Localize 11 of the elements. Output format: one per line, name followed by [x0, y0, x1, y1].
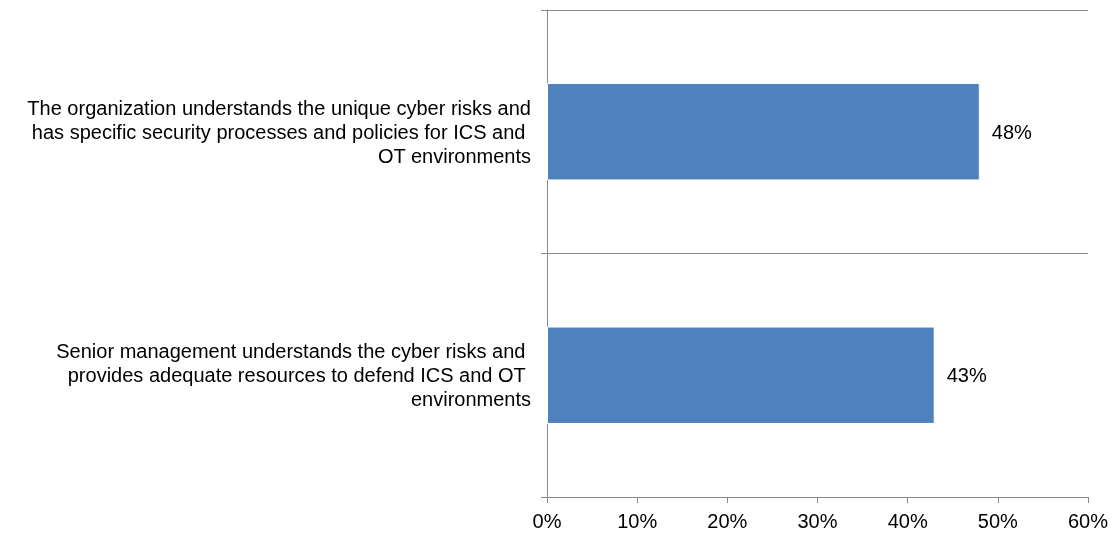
x-tick-label: 50%: [977, 510, 1019, 532]
x-tick-label: 40%: [887, 510, 928, 532]
x-tick-label: 30%: [797, 510, 838, 532]
x-tick-label: 0%: [532, 510, 562, 532]
x-tick-label: 60%: [1067, 510, 1109, 532]
data-label: 43%: [946, 364, 987, 387]
x-tick-label: 10%: [617, 510, 658, 532]
y-tick-label: Senior management understands the cyber risks and provides adequate resources to defend ICS and OT environments: [56, 340, 531, 411]
y-tick-label: The organization understands the unique cyber risks and has specific security processes and policies for ICS and OT environments: [26, 96, 531, 167]
x-tick-label: 20%: [707, 510, 748, 532]
data-label: 48%: [991, 120, 1033, 143]
